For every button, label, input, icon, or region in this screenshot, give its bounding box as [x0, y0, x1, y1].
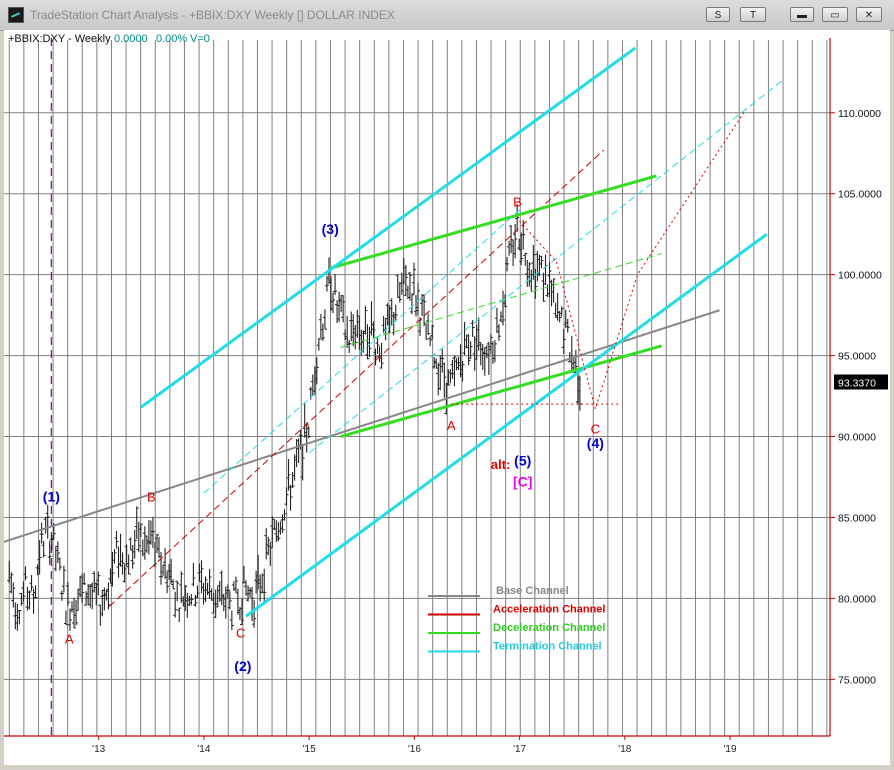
title-bar: TradeStation Chart Analysis - +BBIX:DXY …: [0, 0, 894, 31]
wave-label: (5): [514, 453, 531, 469]
wave-label: (3): [322, 221, 339, 237]
x-tick-label: '17: [513, 744, 526, 755]
wave-label: (2): [234, 658, 251, 674]
y-tick-label: 110.0000: [838, 108, 881, 120]
close-button[interactable]: ✕: [856, 7, 882, 22]
last-price-box: [834, 374, 888, 390]
y-tick-label: 90.0000: [838, 432, 876, 444]
termination-channel-line: [245, 232, 768, 618]
x-tick-label: '14: [197, 744, 210, 755]
volume-value: V=0: [190, 33, 210, 45]
wave-label: B: [147, 489, 156, 504]
legend-label: Acceleration Channel: [493, 604, 605, 616]
wave-label: (1): [43, 488, 60, 504]
legend-label: Deceleration Channel: [493, 622, 605, 634]
wave-label: (4): [587, 435, 604, 451]
deceleration-channel-line: [340, 344, 663, 438]
deceleration-channel-line: [340, 253, 662, 348]
s-button[interactable]: S: [706, 7, 730, 22]
x-tick-label: '16: [408, 744, 421, 755]
chart-frame[interactable]: 75.0000 80.0000 85.0000 90.0000 95.0000 100.0…: [3, 30, 890, 765]
wave-label: alt:: [491, 457, 511, 472]
t-button[interactable]: T: [740, 7, 766, 22]
wave-label: [C]: [513, 474, 532, 490]
symbol-label: +BBIX:DXY - Weekly: [8, 33, 111, 45]
app-icon: [8, 7, 24, 23]
y-tick-label: 80.0000: [838, 593, 876, 605]
price-chart[interactable]: 75.0000 80.0000 85.0000 90.0000 95.0000 100.0…: [3, 30, 890, 765]
wave-label: C: [236, 625, 245, 640]
wave-label: C: [591, 421, 600, 436]
wave-label: B: [513, 195, 522, 210]
legend-label: Termination Channel: [493, 641, 602, 653]
y-tick-label: 105.0000: [838, 189, 882, 201]
wave-label: A: [447, 418, 456, 433]
change-value: 0.0000: [114, 33, 148, 45]
restore-button[interactable]: ▭: [822, 7, 848, 22]
x-tick-label: '15: [303, 744, 316, 755]
minimize-button[interactable]: ▬: [790, 7, 814, 22]
y-tick-label: 75.0000: [838, 674, 876, 686]
wave-label: A: [65, 632, 74, 647]
legend-label: Base Channel: [496, 585, 569, 597]
projection-line: [519, 109, 747, 411]
termination-channel-line: [308, 79, 783, 454]
y-tick-label: 100.0000: [838, 270, 882, 282]
deceleration-channel-line: [329, 174, 657, 270]
x-tick-label: '13: [92, 744, 105, 755]
x-tick-label: '19: [724, 744, 737, 755]
last-price-label: 93.3370: [838, 377, 876, 389]
change-percent: 0.00%: [156, 33, 187, 45]
acceleration-channel-line: [108, 149, 605, 607]
y-tick-label: 85.0000: [838, 512, 876, 524]
termination-channel-line: [139, 46, 637, 409]
x-tick-label: '18: [618, 744, 631, 755]
termination-channel-line: [203, 209, 520, 494]
window-title: TradeStation Chart Analysis - +BBIX:DXY …: [30, 8, 395, 22]
y-tick-label: 95.0000: [838, 351, 876, 363]
base-channel-line: [3, 309, 720, 543]
